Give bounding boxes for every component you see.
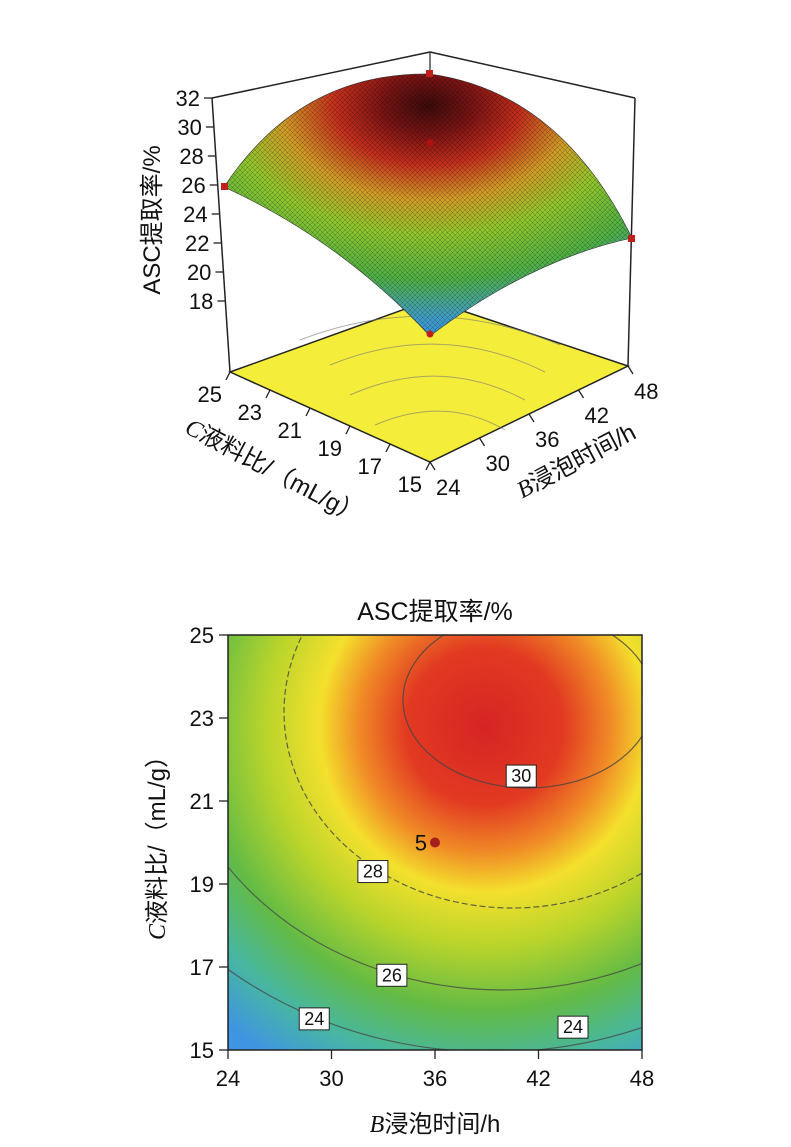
contour-label-box xyxy=(505,764,537,788)
design-point xyxy=(426,330,434,338)
x-axis-ticks-3d: 24 30 36 42 48 xyxy=(429,365,658,500)
contour-label: 26 xyxy=(376,963,408,987)
y-axis-label-italic: C xyxy=(145,923,171,940)
y-tick-mark-3d xyxy=(225,371,231,381)
y-tick-label-3d: 15 xyxy=(398,472,422,497)
floor-contour xyxy=(349,375,526,401)
y-tick-label-3d: 21 xyxy=(278,418,302,443)
x-axis-label-rest: 浸泡时间/h xyxy=(384,1111,500,1138)
y-tick-label: 15 xyxy=(190,1038,214,1063)
x-tick-label-3d: 42 xyxy=(585,403,609,428)
contour-plot: ASC提取率/% 30 28 26 24 24 5 24 30 36 42 48 15 17 19 2… xyxy=(144,598,654,1138)
contour-label-text: 24 xyxy=(563,1017,583,1037)
design-point xyxy=(426,139,434,147)
x-tick-label: 48 xyxy=(630,1066,654,1091)
x-tick-label-3d: 36 xyxy=(535,427,559,452)
z-axis-label: ASC提取率/% xyxy=(139,145,166,294)
z-tick-label: 24 xyxy=(183,202,207,227)
y-tick-label: 19 xyxy=(190,872,214,897)
x-tick-label-3d: 30 xyxy=(486,451,510,476)
y-axis-label-rest: 液料比/（mL/g） xyxy=(144,744,171,924)
contour-label-text: 26 xyxy=(382,965,402,985)
y-tick-label-3d: 19 xyxy=(318,436,342,461)
z-tick-label: 20 xyxy=(187,260,211,285)
center-point-marker xyxy=(430,837,440,848)
center-point-label: 5 xyxy=(415,831,427,856)
contour-label-text: 30 xyxy=(511,766,531,786)
y-axis-label-3d: C液料比/（mL/g） xyxy=(181,413,367,529)
design-point xyxy=(628,235,635,242)
z-tick-label: 26 xyxy=(181,173,205,198)
x-axis-ticks: 24 30 36 42 48 xyxy=(216,1050,654,1091)
x-tick-label: 30 xyxy=(319,1066,343,1091)
x-tick-mark-3d xyxy=(577,389,585,399)
x-tick-mark-3d xyxy=(478,437,486,447)
z-tick-label: 30 xyxy=(177,115,201,140)
y-tick-label: 21 xyxy=(190,789,214,814)
box-edge xyxy=(627,97,636,367)
y-tick-label: 23 xyxy=(190,706,214,731)
y-axis-label: C液料比/（mL/g） xyxy=(144,744,171,940)
x-tick-label-3d: 48 xyxy=(634,379,658,404)
box-edge xyxy=(211,97,231,373)
x-tick-label: 24 xyxy=(216,1066,240,1091)
y-tick-mark-3d xyxy=(345,425,351,435)
z-tick-label: 22 xyxy=(185,231,209,256)
z-axis-ticks: 18 20 22 24 26 28 30 32 xyxy=(176,86,226,314)
y-tick-label-3d: 17 xyxy=(358,454,382,479)
y-tick-label: 25 xyxy=(190,623,214,648)
contour-label: 24 xyxy=(557,1015,589,1039)
contour-label-box xyxy=(376,963,408,987)
x-tick-mark-3d xyxy=(429,461,436,471)
y-tick-label-3d: 23 xyxy=(238,400,262,425)
box-edge xyxy=(211,51,431,99)
x-axis-label-3d: B浸泡时间/h xyxy=(512,419,640,504)
y-axis-ticks-3d: 15 17 19 21 23 25 xyxy=(198,371,431,497)
y-tick-mark-3d xyxy=(305,407,311,417)
y-tick-label: 17 xyxy=(190,955,214,980)
contour-labels: 30 28 26 24 24 xyxy=(298,764,589,1039)
contour-title: ASC提取率/% xyxy=(357,598,513,626)
box-edge xyxy=(429,51,636,99)
contour-line-30 xyxy=(402,635,642,789)
z-tick-label: 32 xyxy=(176,86,200,111)
contour-label: 28 xyxy=(357,860,389,884)
z-tick-label: 18 xyxy=(189,289,213,314)
x-tick-label-3d: 24 xyxy=(436,475,460,500)
design-point xyxy=(426,70,433,77)
contour-label-box xyxy=(557,1015,589,1039)
contour-line-26 xyxy=(228,865,642,991)
contour-label: 30 xyxy=(505,764,537,788)
contour-label-text: 24 xyxy=(304,1009,324,1029)
x-tick-mark-3d xyxy=(528,413,535,423)
x-tick-mark-3d xyxy=(627,365,634,375)
floor-contour xyxy=(374,410,506,431)
x-axis-label-italic: B xyxy=(370,1112,385,1138)
y-tick-label-3d: 25 xyxy=(198,382,222,407)
y-tick-mark-3d xyxy=(385,443,391,453)
y-tick-mark-3d xyxy=(265,389,271,399)
surface-plot-3d: 18 20 22 24 26 28 30 32 ASC提取率/% 15 17 19 21 23 25 C… xyxy=(139,51,658,529)
design-point xyxy=(221,183,228,190)
contour-label-box xyxy=(298,1007,330,1031)
contour-line-28 xyxy=(283,635,642,909)
floor-contour xyxy=(329,343,546,373)
x-tick-label: 36 xyxy=(423,1066,447,1091)
x-tick-label: 42 xyxy=(526,1066,550,1091)
contour-label: 24 xyxy=(298,1007,330,1031)
contour-label-text: 28 xyxy=(363,862,383,882)
z-tick-label: 28 xyxy=(179,144,203,169)
x-axis-label: B浸泡时间/h xyxy=(370,1111,501,1138)
contour-label-box xyxy=(357,860,389,884)
y-tick-mark-3d xyxy=(425,461,431,471)
y-axis-ticks: 15 17 19 21 23 25 xyxy=(190,623,228,1063)
contour-lines xyxy=(228,635,642,1050)
response-surface-mesh xyxy=(224,73,632,336)
